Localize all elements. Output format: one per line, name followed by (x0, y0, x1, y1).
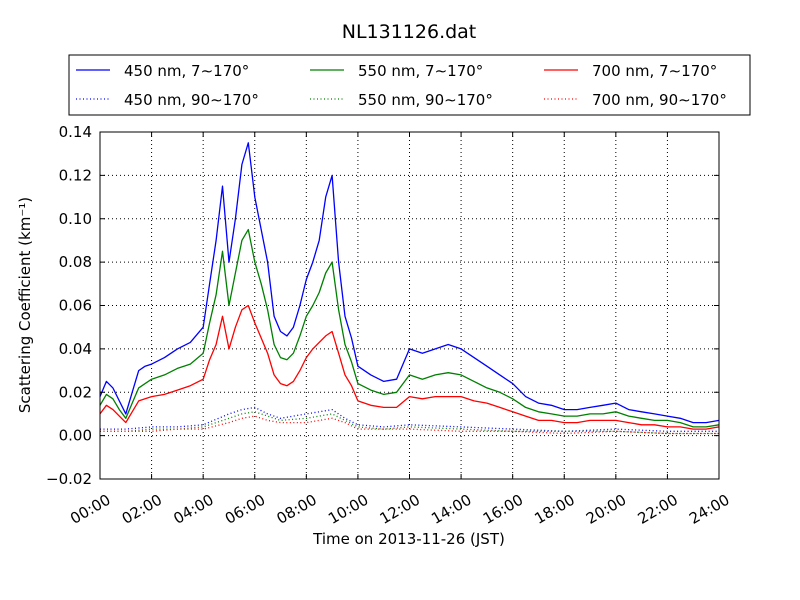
y-axis-label: Scattering Coefficient (km⁻¹) (16, 197, 34, 413)
x-tick-label: 12:00 (377, 491, 423, 528)
series-lines (99, 142, 720, 435)
series-line-4 (100, 411, 719, 435)
x-tick-label: 22:00 (635, 491, 681, 528)
axis-ticks (99, 131, 720, 480)
x-tick-label: 04:00 (170, 491, 216, 528)
plot-area (99, 131, 720, 480)
x-axis-label: Time on 2013-11-26 (JST) (312, 530, 505, 548)
series-line-3 (100, 406, 719, 432)
series-line-2 (99, 304, 720, 430)
x-tick-label: 16:00 (480, 491, 526, 528)
y-tick-label: 0.00 (59, 427, 92, 445)
x-tick-label: 18:00 (531, 491, 577, 528)
y-tick-label: 0.06 (59, 297, 92, 315)
legend-label: 550 nm, 90∼170° (358, 91, 493, 109)
legend-box (68, 54, 751, 116)
series-line-0 (99, 142, 720, 424)
x-tick-label: 02:00 (119, 491, 165, 528)
series-line-1 (99, 228, 720, 428)
y-tick-label: 0.14 (59, 123, 92, 141)
series-line-5 (100, 415, 719, 435)
chart-title: NL131126.dat (342, 21, 477, 43)
x-tick-label: 06:00 (222, 491, 268, 528)
legend-label: 450 nm, 7∼170° (124, 62, 249, 80)
legend-label: 700 nm, 90∼170° (592, 91, 727, 109)
y-tick-label: 0.04 (59, 340, 92, 358)
x-tick-label: 20:00 (583, 491, 629, 528)
legend-label: 450 nm, 90∼170° (124, 91, 259, 109)
legend-label: 550 nm, 7∼170° (358, 62, 483, 80)
y-tick-labels: −0.02 0.00 0.02 0.04 0.06 0.08 0.10 0.12 0.14 (46, 123, 92, 488)
y-tick-label: −0.02 (46, 470, 92, 488)
legend: 450 nm, 7∼170° 550 nm, 7∼170° 700 nm, 7∼17… (68, 54, 751, 116)
x-tick-label: 14:00 (428, 491, 474, 528)
y-tick-label: 0.12 (59, 166, 92, 184)
x-tick-label: 08:00 (273, 491, 319, 528)
y-tick-label: 0.10 (59, 210, 92, 228)
legend-items: 450 nm, 7∼170° 550 nm, 7∼170° 700 nm, 7∼17… (76, 62, 727, 109)
x-tick-label: 10:00 (325, 491, 371, 528)
legend-label: 700 nm, 7∼170° (592, 62, 717, 80)
plot-background (100, 132, 719, 479)
x-tick-labels: 00:00 02:00 04:00 06:00 08:00 10:00 12:00 14:00… (67, 491, 732, 528)
y-tick-label: 0.02 (59, 383, 92, 401)
y-tick-label: 0.08 (59, 253, 92, 271)
x-tick-label: 00:00 (67, 491, 113, 528)
x-tick-label: 24:00 (686, 491, 732, 528)
